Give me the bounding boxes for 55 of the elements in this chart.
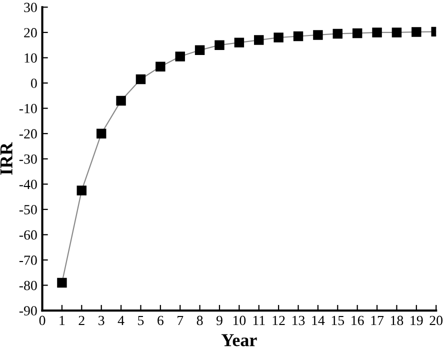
x-tick-label: 19 xyxy=(410,316,423,326)
x-tick-label: 12 xyxy=(272,316,285,326)
point xyxy=(57,278,67,288)
point xyxy=(313,30,323,40)
y-tick-label: -90 xyxy=(19,306,37,316)
x-tick-label: 3 xyxy=(98,316,104,326)
point xyxy=(194,45,205,56)
y-tick-label: 10 xyxy=(24,53,37,63)
y-tick-label: -40 xyxy=(19,180,37,190)
point xyxy=(352,28,362,38)
point xyxy=(234,38,244,48)
x-tick-label: 9 xyxy=(216,316,222,326)
x-tick-label: 13 xyxy=(292,316,305,326)
x-tick-label: 20 xyxy=(430,316,443,326)
y-tick-label: -30 xyxy=(19,154,37,164)
point xyxy=(136,74,146,84)
point xyxy=(372,28,382,38)
y-tick-label: 0 xyxy=(31,78,37,88)
y-tick-label: 30 xyxy=(24,2,37,12)
x-tick-label: 1 xyxy=(60,316,65,326)
x-axis-title: Year xyxy=(221,334,257,346)
x-tick-label: 5 xyxy=(138,316,144,326)
x-tick-label: 0 xyxy=(39,316,46,326)
point xyxy=(76,186,87,196)
point xyxy=(293,31,304,42)
x-tick-label: 2 xyxy=(78,316,84,326)
x-tick-label: 10 xyxy=(233,316,246,326)
point xyxy=(96,128,106,138)
point xyxy=(392,28,402,38)
y-tick-label: -50 xyxy=(19,205,37,214)
point xyxy=(412,27,422,37)
x-tick-label: 11 xyxy=(253,316,265,326)
x-tick-label: 17 xyxy=(371,316,384,326)
x-tick-label: 7 xyxy=(178,316,184,326)
y-tick-label: -10 xyxy=(19,104,37,114)
x-tick-label: 6 xyxy=(158,316,164,326)
point xyxy=(156,62,166,72)
x-tick-label: 8 xyxy=(196,316,203,326)
y-tick-label: -60 xyxy=(19,230,37,240)
y-tick-label: -20 xyxy=(19,129,37,139)
y-axis-title: IRR xyxy=(0,142,12,175)
y-tick-label: -70 xyxy=(19,256,37,265)
y-tick-label: 20 xyxy=(24,28,37,38)
point xyxy=(332,28,343,39)
point xyxy=(274,32,284,42)
point xyxy=(116,96,126,106)
x-tick-label: 4 xyxy=(118,316,124,326)
point xyxy=(214,40,224,50)
x-tick-label: 14 xyxy=(312,316,325,326)
x-tick-label: 16 xyxy=(352,316,364,326)
x-tick-label: 15 xyxy=(332,316,344,326)
x-tick-label: 18 xyxy=(390,316,404,326)
point xyxy=(175,52,185,62)
y-tick-label: -80 xyxy=(19,280,37,290)
point xyxy=(254,35,264,45)
